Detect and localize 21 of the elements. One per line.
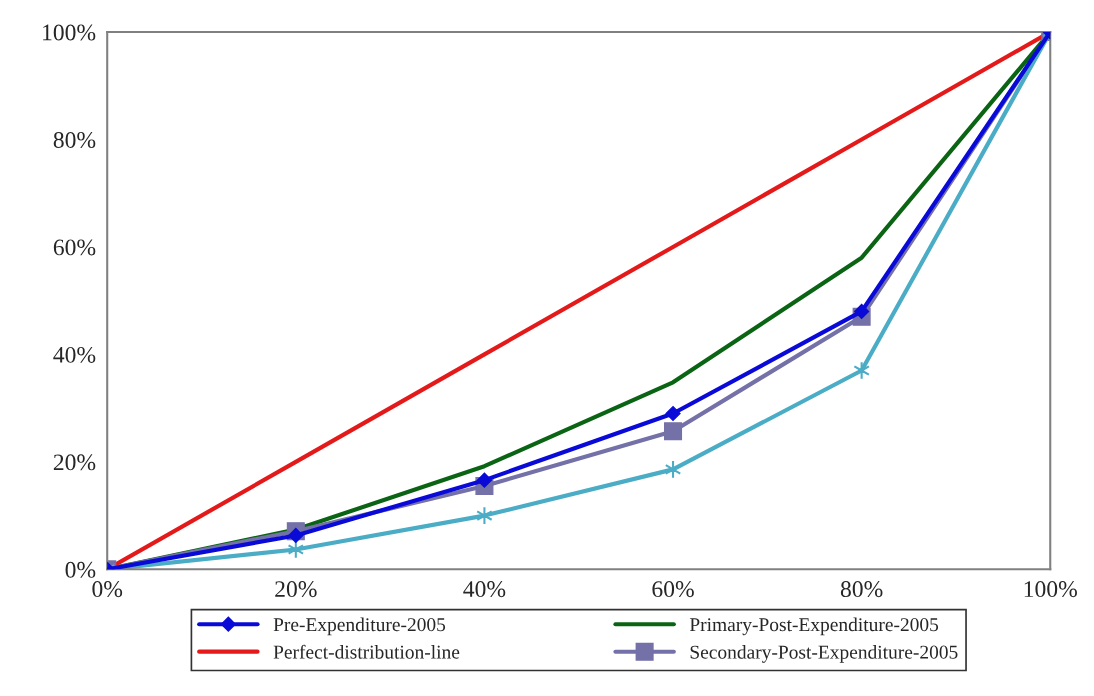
- legend-label: Perfect-distribution-line: [273, 644, 460, 659]
- point: [665, 405, 681, 422]
- point: [664, 422, 683, 441]
- y-tick-label: 80%: [53, 131, 96, 148]
- x-tick-label: 0%: [92, 581, 123, 598]
- legend-label: Secondary-Post-Expenditure-2005: [690, 645, 958, 663]
- y-tick-label: 100%: [43, 24, 96, 41]
- x-tick-label: 40%: [463, 581, 506, 598]
- x-tick-label: 20%: [275, 581, 317, 598]
- point: [288, 527, 304, 544]
- y-tick-label: 40%: [53, 346, 96, 363]
- y-tick-label: 20%: [53, 454, 96, 471]
- legend-label: Primary-Post-Expenditure-2005: [689, 617, 939, 636]
- y-tick-label: 0%: [65, 561, 96, 578]
- point: [854, 303, 870, 319]
- x-tick-label: 60%: [652, 581, 694, 598]
- point: [476, 472, 492, 488]
- x-tick-label: 80%: [840, 581, 883, 598]
- y-tick-label: 60%: [53, 239, 96, 256]
- x-tick-label: 100%: [1024, 581, 1077, 598]
- legend-label: Pre-Expenditure-2005: [273, 617, 446, 636]
